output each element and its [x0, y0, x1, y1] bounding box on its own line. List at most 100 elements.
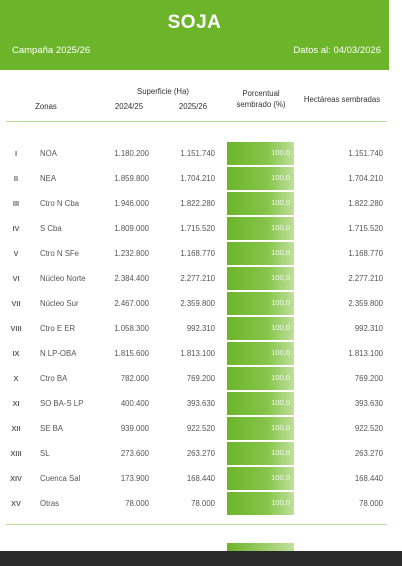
data-date: Datos al: 04/03/2026 [293, 45, 381, 56]
surface-2024-value: 2.467.000 [114, 299, 149, 308]
porcentual-header: Porcentual sembrado (%) [226, 88, 296, 110]
percent-sown-bar: 100,0 [227, 442, 294, 465]
percent-sown-value: 100,0 [271, 223, 290, 232]
percent-sown-bar: 100,0 [227, 342, 294, 365]
zone-name: SE BA [40, 424, 63, 433]
surface-2024-value: 782.000 [120, 374, 149, 383]
zone-number: IV [12, 224, 20, 233]
percent-sown-value: 100,0 [271, 248, 290, 257]
hectares-sown-value: 1.822.280 [348, 199, 383, 208]
header-banner: SOJA Campaña 2025/26 Datos al: 04/03/202… [0, 0, 389, 70]
zone-number: I [14, 149, 18, 158]
surface-2025-value: 2.277.210 [180, 274, 215, 283]
surface-2025-value: 78.000 [191, 499, 215, 508]
percent-sown-value: 100,0 [271, 273, 290, 282]
zone-name: Ctro N Cba [40, 199, 79, 208]
surface-2025-value: 1.168.770 [180, 249, 215, 258]
zone-name: Núcleo Norte [40, 274, 86, 283]
hectareas-header: Hectáreas sembradas [303, 95, 381, 104]
zone-number: XII [11, 424, 21, 433]
zonas-header: Zonas [35, 102, 57, 111]
zone-name: Cuenca Sal [40, 474, 81, 483]
table-row: XV Otras 78.000 78.000 100,0 78.000 [0, 491, 389, 516]
surface-2024-value: 1.859.800 [114, 174, 149, 183]
zone-name: S Cba [40, 224, 62, 233]
zone-name: N LP-OBA [40, 349, 77, 358]
table-row: X Ctro BA 782.000 769.200 100,0 769.200 [0, 366, 389, 391]
hectares-sown-value: 922.520 [354, 424, 383, 433]
table-row: III Ctro N Cba 1.946.000 1.822.280 100,0 1.82… [0, 191, 389, 216]
hectares-sown-value: 992.310 [354, 324, 383, 333]
surface-2025-value: 992.310 [186, 324, 215, 333]
table-row: XIV Cuenca Sal 173.900 168.440 100,0 168.440 [0, 466, 389, 491]
percent-sown-bar: 100,0 [227, 367, 294, 390]
porcentual-header-line2: sembrado (%) [236, 100, 286, 109]
surface-2024-value: 2.384.400 [114, 274, 149, 283]
zone-number: XV [10, 499, 21, 508]
percent-sown-value: 100,0 [271, 148, 290, 157]
zone-number: V [13, 249, 19, 258]
surface-2024-value: 273.600 [120, 449, 149, 458]
zone-number: X [13, 374, 19, 383]
campaign-label: Campaña 2025/26 [12, 45, 91, 56]
surface-2025-value: 263.270 [186, 449, 215, 458]
hectares-sown-value: 393.630 [354, 399, 383, 408]
surface-2024-value: 1.815.600 [114, 349, 149, 358]
percent-sown-value: 100,0 [271, 173, 290, 182]
hectares-sown-value: 769.200 [354, 374, 383, 383]
surface-2024-value: 1.180.200 [114, 149, 149, 158]
zone-number: II [13, 174, 19, 183]
surface-2024-value: 400.400 [120, 399, 149, 408]
percent-sown-bar: 100,0 [227, 492, 294, 515]
footer-strip [0, 551, 402, 566]
percent-sown-value: 100,0 [271, 198, 290, 207]
header-divider [6, 121, 387, 122]
table-row: VI Núcleo Norte 2.384.400 2.277.210 100,0 2.2… [0, 266, 389, 291]
surface-2024-value: 173.900 [120, 474, 149, 483]
table-row: VII Núcleo Sur 2.467.000 2.359.800 100,0 2.35… [0, 291, 389, 316]
zone-number: XI [12, 399, 20, 408]
table-row: XIII SL 273.600 263.270 100,0 263.270 [0, 441, 389, 466]
percent-sown-value: 100,0 [271, 448, 290, 457]
hectares-sown-value: 1.715.520 [348, 224, 383, 233]
zone-number: XIII [10, 449, 22, 458]
zones-table: I NOA 1.180.200 1.151.740 100,0 1.151.740 II NE… [0, 141, 389, 516]
zone-number: III [12, 199, 20, 208]
surface-2025-value: 922.520 [186, 424, 215, 433]
percent-sown-value: 100,0 [271, 473, 290, 482]
percent-sown-value: 100,0 [271, 498, 290, 507]
surface-2025-value: 168.440 [186, 474, 215, 483]
surface-2024-value: 1.946.000 [114, 199, 149, 208]
zone-number: VII [11, 299, 21, 308]
percent-sown-value: 100,0 [271, 348, 290, 357]
year-2025-header: 2025/26 [178, 102, 208, 111]
percent-sown-bar: 100,0 [227, 242, 294, 265]
percent-sown-value: 100,0 [271, 373, 290, 382]
hectares-sown-value: 78.000 [359, 499, 383, 508]
zone-name: Ctro E ER [40, 324, 76, 333]
hectares-sown-value: 263.270 [354, 449, 383, 458]
page-title: SOJA [167, 12, 222, 33]
hectares-sown-value: 1.813.100 [348, 349, 383, 358]
zone-name: Ctro N SFe [40, 249, 79, 258]
percent-sown-value: 100,0 [271, 298, 290, 307]
surface-2024-value: 939.000 [120, 424, 149, 433]
surface-2024-value: 78.000 [125, 499, 149, 508]
zone-name: NEA [40, 174, 57, 183]
table-row: I NOA 1.180.200 1.151.740 100,0 1.151.740 [0, 141, 389, 166]
table-bottom-divider [6, 524, 387, 525]
year-2024-header: 2024/25 [114, 102, 144, 111]
table-row: II NEA 1.859.800 1.704.210 100,0 1.704.210 [0, 166, 389, 191]
zone-name: SO BA-S LP [40, 399, 84, 408]
hectares-sown-value: 168.440 [354, 474, 383, 483]
percent-sown-bar: 100,0 [227, 142, 294, 165]
surface-2024-value: 1.809.000 [114, 224, 149, 233]
zone-number: IX [12, 349, 20, 358]
table-row: IV S Cba 1.809.000 1.715.520 100,0 1.715.520 [0, 216, 389, 241]
surface-2025-value: 2.359.800 [180, 299, 215, 308]
hectares-sown-value: 2.359.800 [348, 299, 383, 308]
hectares-sown-value: 1.704.210 [348, 174, 383, 183]
zone-number: VI [12, 274, 20, 283]
surface-2025-value: 769.200 [186, 374, 215, 383]
zone-number: VIII [10, 324, 22, 333]
